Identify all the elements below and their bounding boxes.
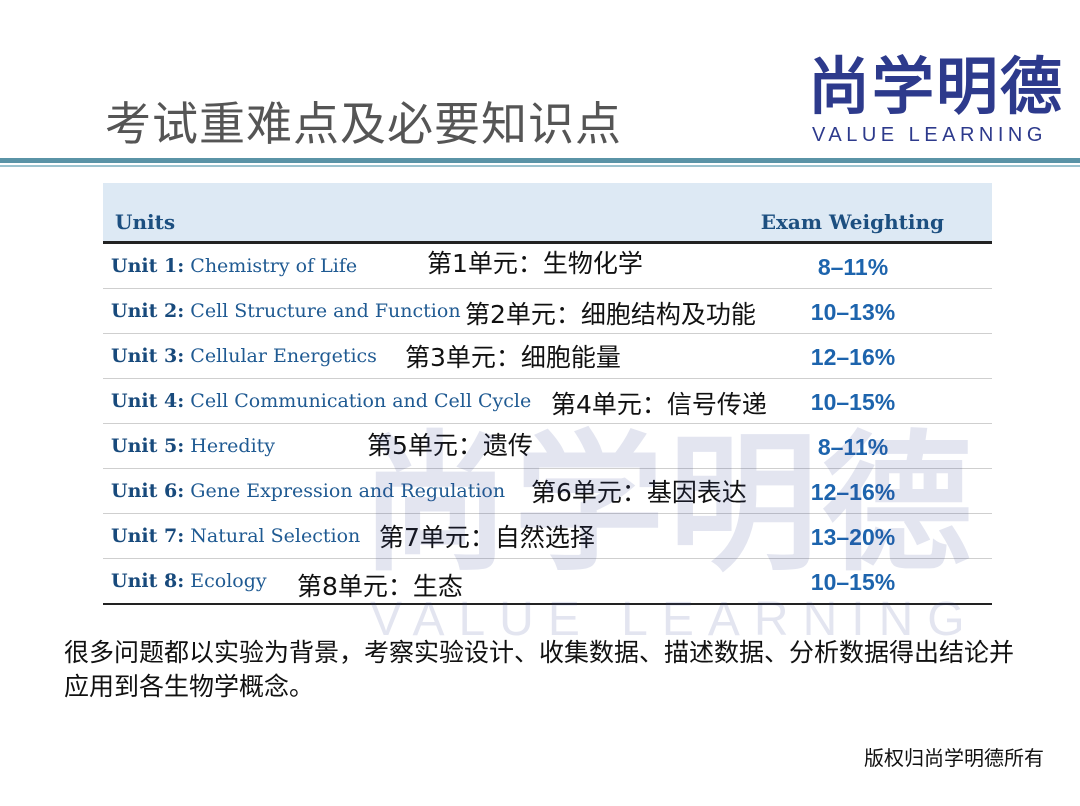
unit-weight: 10–15% bbox=[810, 389, 896, 415]
unit-weight: 12–16% bbox=[810, 479, 896, 505]
unit-chinese-label: 第2单元：细胞结构及功能 bbox=[465, 300, 756, 329]
table-row: Unit 3: Cellular Energetics 第3单元：细胞能量 12… bbox=[103, 334, 992, 379]
table-header: Units Exam Weighting bbox=[103, 183, 992, 244]
unit-chinese-label: 第7单元：自然选择 bbox=[379, 523, 595, 552]
unit-chinese-label: 第5单元：遗传 bbox=[367, 431, 533, 460]
unit-label: Unit 8: Ecology bbox=[111, 570, 267, 592]
table-row: Unit 1: Chemistry of Life 第1单元：生物化学 8–11… bbox=[103, 244, 992, 289]
body-paragraph: 很多问题都以实验为背景，考察实验设计、收集数据、描述数据、分析数据得出结论并应用… bbox=[64, 638, 1015, 701]
unit-label: Unit 3: Cellular Energetics bbox=[111, 345, 377, 367]
copyright-notice: 版权归尚学明德所有 bbox=[864, 746, 1044, 770]
table-row: Unit 4: Cell Communication and Cell Cycl… bbox=[103, 379, 992, 424]
header-divider bbox=[0, 158, 1080, 163]
table-row: Unit 8: Ecology 第8单元：生态 10–15% bbox=[103, 559, 992, 605]
header-units: Units bbox=[115, 210, 176, 234]
logo-english: VALUE LEARNING bbox=[812, 124, 1047, 146]
logo-chinese: 尚学明德 bbox=[808, 50, 1065, 123]
unit-chinese-label: 第4单元：信号传递 bbox=[551, 390, 767, 419]
unit-label: Unit 5: Heredity bbox=[111, 435, 276, 457]
unit-chinese-label: 第6单元：基因表达 bbox=[531, 478, 747, 507]
table-row: Unit 2: Cell Structure and Function 第2单元… bbox=[103, 289, 992, 334]
unit-weight: 12–16% bbox=[810, 344, 896, 370]
unit-label: Unit 7: Natural Selection bbox=[111, 525, 361, 547]
table-row: Unit 7: Natural Selection 第7单元：自然选择 13–2… bbox=[103, 514, 992, 559]
table-row: Unit 6: Gene Expression and Regulation 第… bbox=[103, 469, 992, 514]
unit-weight: 8–11% bbox=[817, 254, 889, 280]
unit-chinese-label: 第3单元：细胞能量 bbox=[405, 343, 621, 372]
unit-weight: 13–20% bbox=[810, 524, 896, 550]
brand-logo: 尚学明德 VALUE LEARNING bbox=[808, 52, 1062, 152]
unit-weight: 8–11% bbox=[817, 434, 889, 460]
slide-title: 考试重难点及必要知识点 bbox=[105, 97, 622, 151]
header-exam-weighting: Exam Weighting bbox=[760, 210, 944, 234]
unit-weight: 10–15% bbox=[810, 569, 896, 595]
header-divider-thin bbox=[0, 165, 1080, 167]
exam-weighting-table: Units Exam Weighting Unit 1: Chemistry o… bbox=[103, 183, 992, 605]
unit-label: Unit 1: Chemistry of Life bbox=[111, 255, 358, 277]
table-row: Unit 5: Heredity 第5单元：遗传 8–11% bbox=[103, 424, 992, 469]
unit-chinese-label: 第8单元：生态 bbox=[297, 572, 463, 601]
unit-label: Unit 4: Cell Communication and Cell Cycl… bbox=[111, 390, 532, 412]
unit-weight: 10–13% bbox=[810, 299, 896, 325]
unit-label: Unit 2: Cell Structure and Function bbox=[111, 300, 461, 322]
unit-chinese-label: 第1单元：生物化学 bbox=[427, 249, 643, 278]
unit-label: Unit 6: Gene Expression and Regulation bbox=[111, 480, 506, 502]
